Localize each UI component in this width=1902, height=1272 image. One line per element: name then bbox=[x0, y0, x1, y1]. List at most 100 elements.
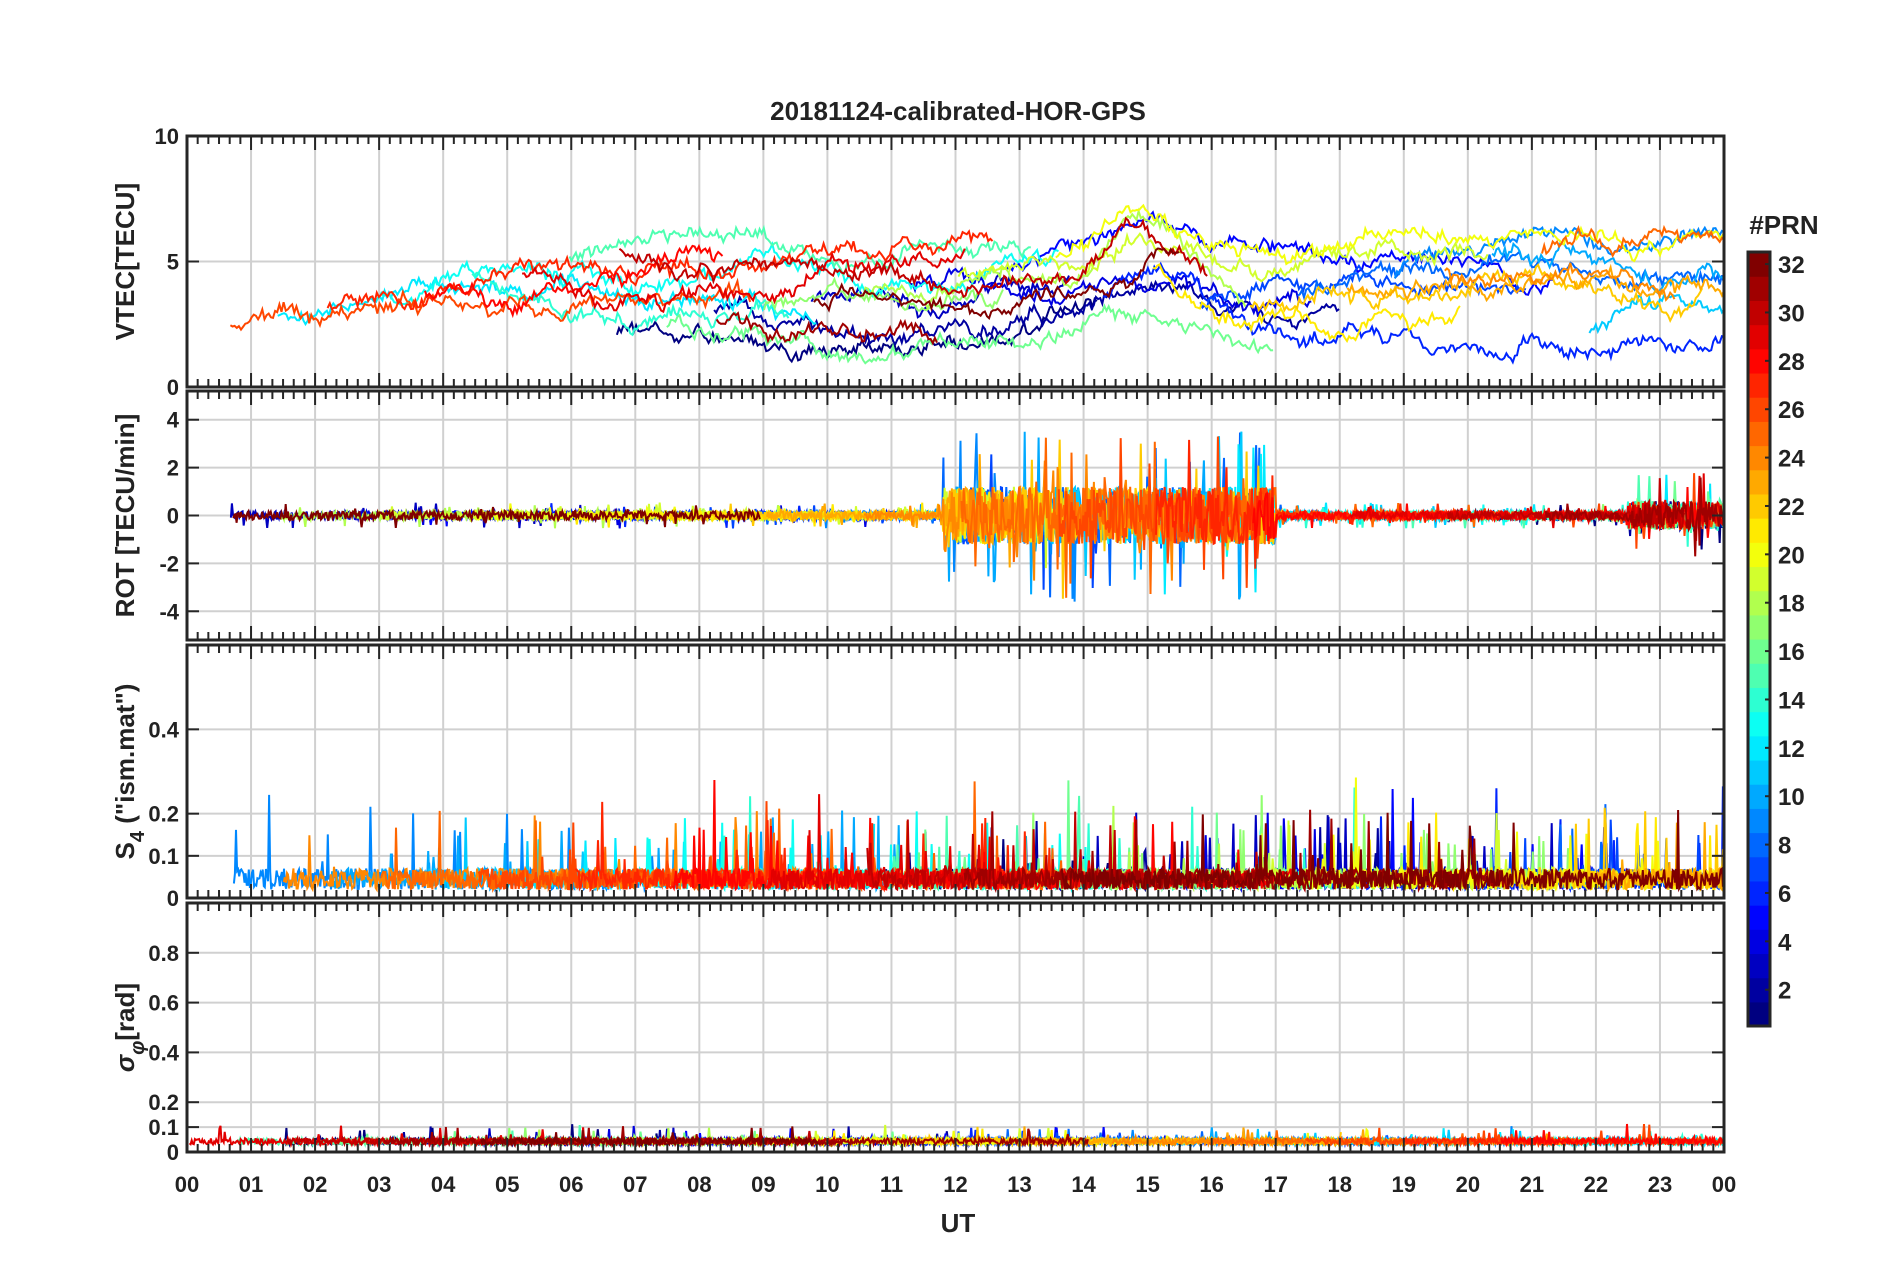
colorbar-segment bbox=[1748, 542, 1770, 568]
colorbar-segment bbox=[1748, 300, 1770, 326]
colorbar-segment bbox=[1748, 977, 1770, 1003]
trace-prn-1 bbox=[615, 296, 1098, 364]
panel-vtec: 0 5 10 VTEC[TECU] bbox=[110, 124, 1726, 400]
trace-prn-32 bbox=[1060, 809, 1724, 893]
colorbar-tick-label: 18 bbox=[1778, 591, 1805, 618]
panel-s4-ylabel: S4 ("ism.mat") bbox=[110, 684, 149, 860]
colorbar-segment bbox=[1748, 397, 1770, 422]
colorbar-segment bbox=[1748, 784, 1770, 809]
colorbar-segment bbox=[1748, 880, 1770, 906]
ylabel-rest: [rad] bbox=[110, 983, 140, 1041]
ylabel-rest: ("ism.mat") bbox=[110, 684, 140, 831]
colorbar-segment bbox=[1748, 348, 1770, 374]
colorbar-tick-label: 10 bbox=[1778, 784, 1805, 811]
colorbar-segment bbox=[1748, 469, 1770, 495]
colorbar-segment bbox=[1748, 324, 1770, 350]
colorbar-tick-label: 12 bbox=[1778, 736, 1805, 763]
y-tick-label: 5 bbox=[167, 250, 179, 275]
panel-vtec-traces bbox=[229, 203, 1724, 365]
trace-prn-32 bbox=[232, 504, 761, 529]
colorbar-segment bbox=[1748, 687, 1770, 713]
x-tick-label: 09 bbox=[751, 1172, 775, 1197]
colorbar-segment bbox=[1748, 905, 1770, 930]
colorbar-tick-label: 4 bbox=[1778, 929, 1792, 956]
colorbar-segment bbox=[1748, 856, 1770, 882]
ylabel-sub: φ bbox=[127, 1041, 149, 1055]
x-tick-label: 02 bbox=[303, 1172, 327, 1197]
x-tick-label: 16 bbox=[1199, 1172, 1223, 1197]
trace-prn-6 bbox=[1102, 261, 1724, 365]
x-tick-label: 19 bbox=[1392, 1172, 1416, 1197]
x-tick-label: 12 bbox=[943, 1172, 967, 1197]
trace-prn-32 bbox=[480, 1126, 819, 1149]
x-tick-label: 04 bbox=[431, 1172, 456, 1197]
colorbar-tick-label: 20 bbox=[1778, 542, 1805, 569]
trace-prn-29 bbox=[522, 248, 966, 314]
panel-rot-traces bbox=[229, 431, 1724, 602]
trace-prn-16 bbox=[666, 303, 1274, 365]
trace-prn-24 bbox=[1444, 262, 1676, 302]
colorbar-segment bbox=[1748, 663, 1770, 688]
colorbar-segment bbox=[1748, 421, 1770, 447]
colorbar-segment bbox=[1748, 445, 1770, 471]
colorbar-tick-label: 6 bbox=[1778, 881, 1791, 908]
colorbar-segment bbox=[1748, 832, 1770, 858]
colorbar-tick-label: 26 bbox=[1778, 397, 1805, 424]
x-tick-label: 05 bbox=[495, 1172, 519, 1197]
colorbar-tick-label: 22 bbox=[1778, 494, 1805, 521]
colorbar-tick-label: 16 bbox=[1778, 639, 1805, 666]
y-tick-label: 0.4 bbox=[148, 1040, 179, 1065]
y-tick-label: 0.6 bbox=[148, 991, 179, 1016]
chart-title: 20181124-calibrated-HOR-GPS bbox=[770, 96, 1146, 126]
colorbar-tick-label: 28 bbox=[1778, 349, 1805, 376]
x-tick-label: 11 bbox=[880, 1172, 903, 1197]
x-tick-label: 03 bbox=[367, 1172, 391, 1197]
colorbar-segment bbox=[1748, 614, 1770, 640]
x-tick-label: 00 bbox=[1712, 1172, 1736, 1197]
panel-sigphi-traces bbox=[188, 1123, 1724, 1149]
colorbar-tick-label: 8 bbox=[1778, 833, 1791, 860]
colorbar-segment bbox=[1748, 808, 1770, 834]
trace-prn-31 bbox=[1544, 477, 1724, 557]
y-tick-label: 4 bbox=[167, 408, 180, 433]
colorbar-segment bbox=[1748, 639, 1770, 664]
trace-prn-30 bbox=[618, 216, 1208, 299]
colorbar-tick-label: 32 bbox=[1778, 252, 1805, 279]
x-tick-label: 20 bbox=[1456, 1172, 1480, 1197]
y-tick-label: 10 bbox=[155, 124, 179, 149]
colorbar-label: #PRN bbox=[1749, 210, 1818, 240]
colorbar-segment bbox=[1748, 1001, 1770, 1027]
colorbar-segment bbox=[1748, 566, 1770, 592]
y-tick-label: 0 bbox=[167, 1140, 179, 1165]
colorbar-tick-label: 2 bbox=[1778, 978, 1791, 1005]
trace-prn-24 bbox=[282, 811, 837, 893]
x-tick-label: 14 bbox=[1071, 1172, 1096, 1197]
trace-prn-15 bbox=[568, 224, 1031, 277]
trace-prn-18 bbox=[860, 207, 1247, 312]
panel-rot-ylabel: ROT [TECU/min] bbox=[110, 414, 140, 618]
y-tick-label: -4 bbox=[159, 599, 179, 624]
x-tick-label: 23 bbox=[1648, 1172, 1672, 1197]
y-tick-label: 0.8 bbox=[148, 941, 179, 966]
x-tick-label: 08 bbox=[687, 1172, 711, 1197]
trace-prn-12 bbox=[277, 273, 817, 327]
colorbar-segment bbox=[1748, 953, 1770, 979]
y-tick-label: 0 bbox=[167, 504, 179, 529]
colorbar-frame bbox=[1746, 250, 1772, 1028]
panel-vtec-ylabel: VTEC[TECU] bbox=[110, 183, 140, 340]
colorbar-segment bbox=[1748, 518, 1770, 543]
x-tick-label: 01 bbox=[239, 1172, 263, 1197]
colorbar-segment bbox=[1748, 759, 1770, 785]
colorbar-segment bbox=[1748, 711, 1770, 737]
y-tick-label: 0.1 bbox=[148, 1115, 179, 1140]
trace-prn-27 bbox=[326, 229, 994, 311]
y-tick-label: 2 bbox=[167, 456, 179, 481]
colorbar-segment bbox=[1748, 590, 1770, 616]
y-tick-label: 0 bbox=[167, 886, 179, 911]
trace-prn-5 bbox=[1005, 210, 1554, 296]
trace-prn-28 bbox=[1500, 1123, 1724, 1148]
trace-prn-8 bbox=[1297, 249, 1724, 301]
